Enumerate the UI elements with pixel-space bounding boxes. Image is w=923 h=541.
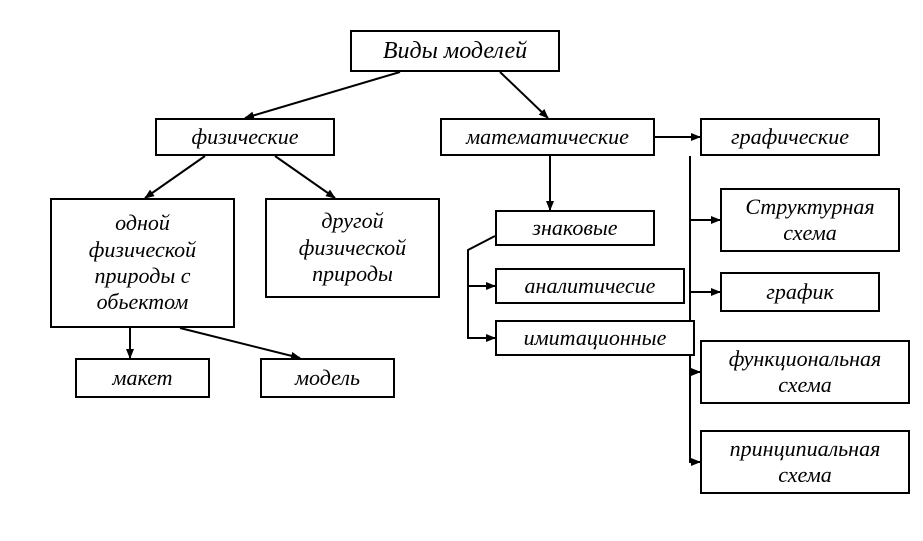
node-label: графические (731, 124, 849, 150)
node-math: математические (440, 118, 655, 156)
node-label: другой физической природы (275, 208, 430, 287)
node-phys: физические (155, 118, 335, 156)
node-label: Виды моделей (383, 37, 527, 66)
node-other_nature: другой физической природы (265, 198, 440, 298)
node-label: Структурная схема (730, 194, 890, 247)
node-label: имитационные (524, 325, 667, 351)
node-label: знаковые (532, 215, 617, 241)
edge-graph-princ_scheme (690, 372, 700, 462)
node-graph: графические (700, 118, 880, 156)
edge-phys-other_nature (275, 156, 335, 198)
node-label: график (766, 279, 834, 305)
edge-graph-struct_scheme (690, 156, 720, 220)
node-sign: знаковые (495, 210, 655, 246)
node-analytic: аналитичесие (495, 268, 685, 304)
node-label: принципиальная схема (710, 436, 900, 489)
node-label: аналитичесие (525, 273, 656, 299)
node-label: математические (466, 124, 629, 150)
edge-graph-graphik (690, 220, 720, 292)
node-root: Виды моделей (350, 30, 560, 72)
node-label: физические (192, 124, 299, 150)
edge-sign-analytic (468, 236, 495, 286)
edge-root-phys (245, 72, 400, 118)
diagram-canvas: Виды моделей физические математические граф… (0, 0, 923, 541)
node-maket: макет (75, 358, 210, 398)
edge-root-math (500, 72, 548, 118)
node-label: функциональная схема (710, 346, 900, 399)
node-graphik: график (720, 272, 880, 312)
node-struct_scheme: Структурная схема (720, 188, 900, 252)
node-func_scheme: функциональная схема (700, 340, 910, 404)
node-princ_scheme: принципиальная схема (700, 430, 910, 494)
node-model: модель (260, 358, 395, 398)
node-label: макет (112, 365, 172, 391)
node-label: одной физической природы с обьектом (60, 210, 225, 316)
node-label: модель (295, 365, 360, 391)
node-same_nature: одной физической природы с обьектом (50, 198, 235, 328)
node-simulation: имитационные (495, 320, 695, 356)
edge-same_nature-model (180, 328, 300, 358)
edge-phys-same_nature (145, 156, 205, 198)
edge-sign-simulation (468, 286, 495, 338)
